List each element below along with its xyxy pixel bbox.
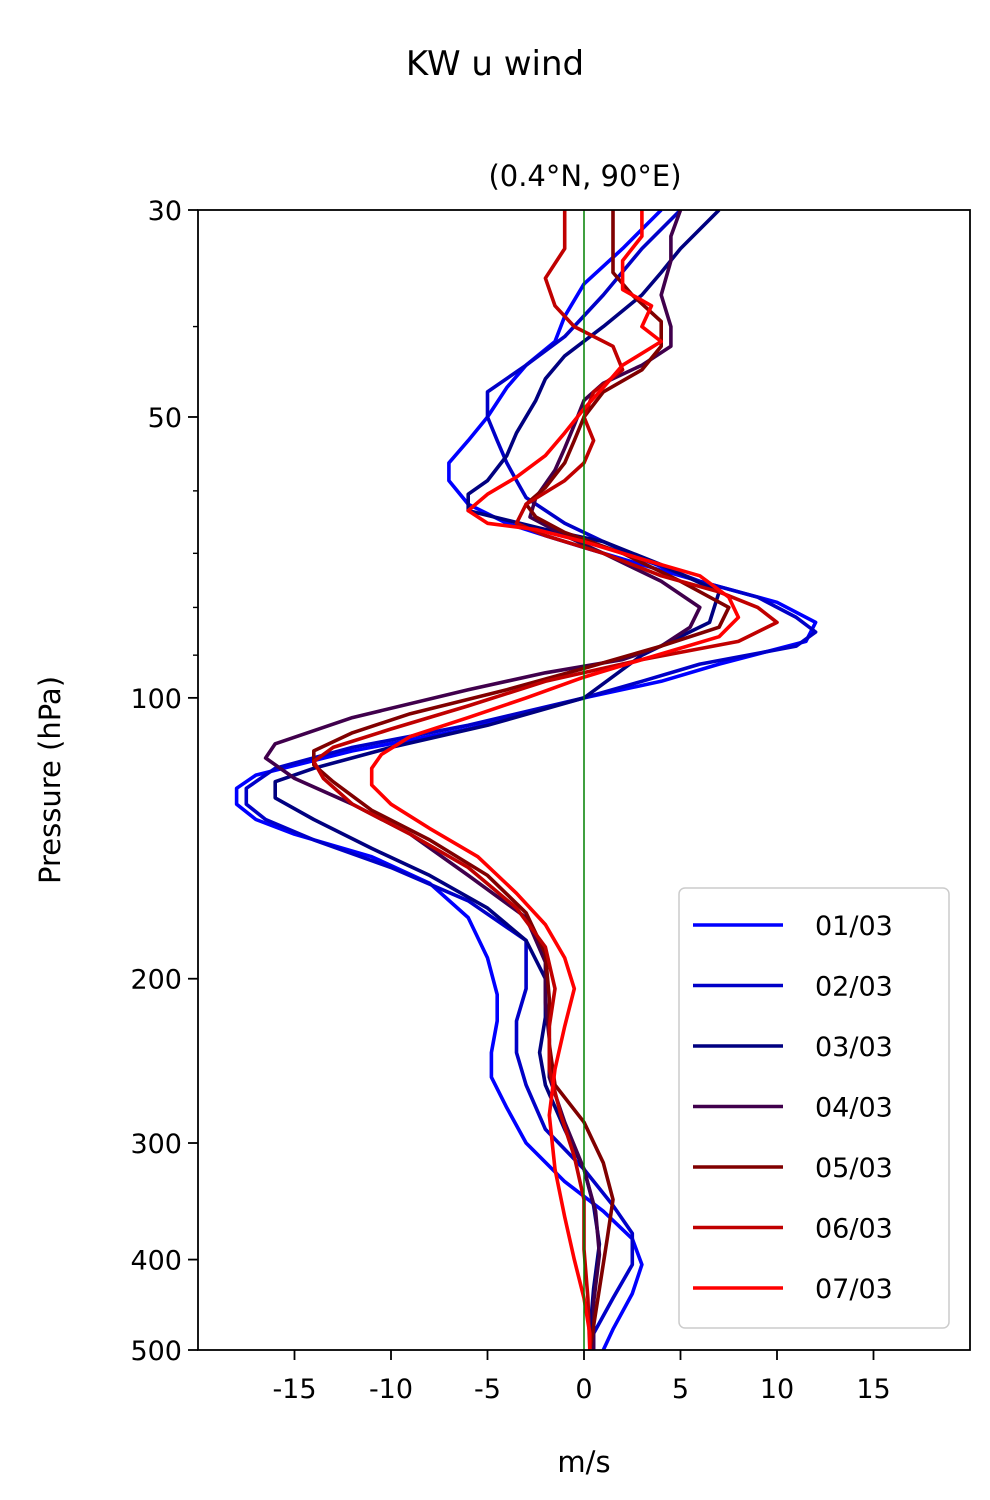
series-line-6: [312, 210, 779, 1350]
x-tick-label: -10: [369, 1374, 413, 1405]
series-line-7: [369, 210, 741, 1350]
y-tick-label: 30: [148, 196, 182, 227]
y-axis-label: Pressure (hPa): [33, 676, 67, 884]
legend-label: 01/03: [815, 911, 893, 942]
legend-box: [678, 887, 950, 1329]
series-line-5: [312, 210, 731, 1350]
x-tick-label: 0: [575, 1374, 592, 1405]
legend-entries: 01/03 02/03 03/03 04/03 05/03 06/03 07/03: [693, 911, 893, 1305]
x-axis-ticks: -15 -10 -5 0 5 10 15: [272, 1350, 891, 1405]
x-tick-label: 15: [856, 1374, 890, 1405]
legend-label: 02/03: [815, 972, 893, 1003]
series-line-2: [244, 210, 818, 1350]
y-axis-ticks: 30 50 100 200 300 400 500: [130, 196, 198, 1367]
chart-title: KW u wind: [406, 44, 584, 84]
x-axis-label: m/s: [557, 1445, 610, 1479]
x-tick-label: -15: [272, 1374, 316, 1405]
series-line-3: [273, 210, 721, 1350]
legend: 01/03 02/03 03/03 04/03 05/03 06/03 07/03: [678, 887, 950, 1329]
y-tick-label: 300: [130, 1129, 182, 1160]
y-tick-label: 200: [130, 965, 182, 996]
x-tick-label: 5: [672, 1374, 689, 1405]
y-tick-label: 100: [130, 684, 182, 715]
legend-label: 07/03: [815, 1274, 893, 1305]
legend-label: 04/03: [815, 1093, 893, 1124]
y-tick-label: 400: [130, 1246, 182, 1277]
legend-label: 03/03: [815, 1032, 893, 1063]
legend-label: 05/03: [815, 1153, 893, 1184]
x-tick-label: 10: [760, 1374, 794, 1405]
y-tick-label: 500: [130, 1336, 182, 1367]
x-tick-label: -5: [474, 1374, 501, 1405]
y-tick-label: 50: [148, 403, 182, 434]
chart-subtitle: (0.4°N, 90°E): [488, 159, 681, 193]
legend-label: 06/03: [815, 1214, 893, 1245]
